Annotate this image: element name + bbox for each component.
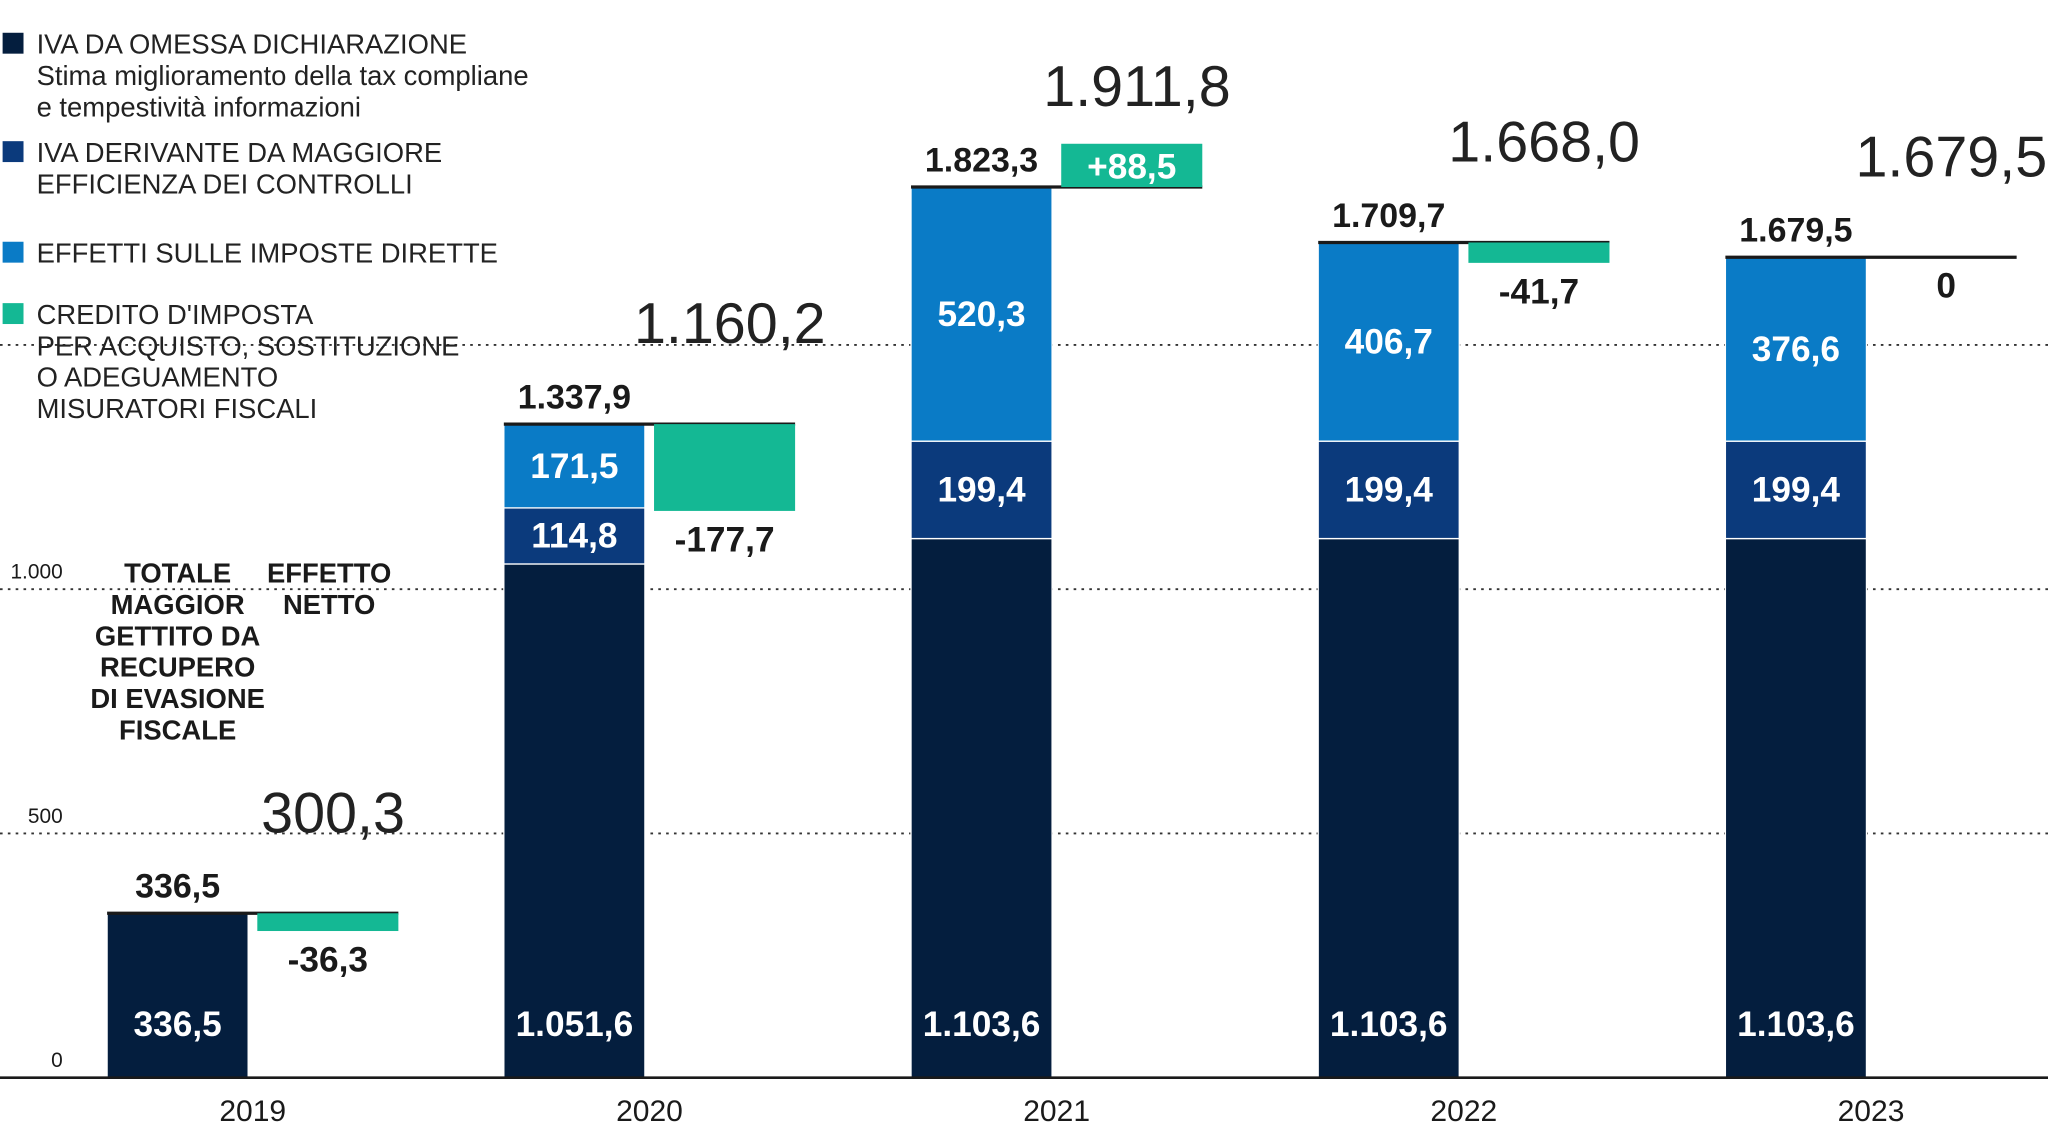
bar-segment	[503, 423, 646, 509]
total-label: 1.823,3	[925, 141, 1038, 179]
bar-segment	[910, 537, 1053, 1079]
total-label: 1.337,9	[518, 378, 631, 416]
value-label: 1.103,6	[923, 1005, 1041, 1044]
legend-label: EFFETTI SULLE IMPOSTE DIRETTE	[37, 238, 498, 269]
legend-swatch	[2, 303, 24, 325]
credit-bar	[1468, 242, 1610, 263]
legend-label: CREDITO D'IMPOSTA PER ACQUISTO, SOSTITUZI…	[37, 299, 460, 424]
net-label: 1.160,2	[634, 292, 826, 356]
value-label: 199,4	[1345, 471, 1434, 510]
x-tick-label: 2020	[616, 1095, 683, 1128]
x-tick-label: 2023	[1838, 1095, 1905, 1128]
value-label: 199,4	[1752, 471, 1841, 510]
value-label: 406,7	[1345, 323, 1433, 362]
value-label: 171,5	[530, 447, 618, 486]
bar-segment	[1724, 537, 1868, 1079]
credit-bar	[257, 913, 399, 932]
x-tick-label: 2021	[1023, 1095, 1090, 1128]
annotation: TOTALE MAGGIOR GETTITO DA RECUPERO DI EVASIO…	[90, 558, 265, 746]
x-tick-label: 2022	[1430, 1095, 1497, 1128]
value-label: 1.103,6	[1737, 1005, 1855, 1044]
bar-segment	[106, 912, 249, 1079]
net-label: 1.911,8	[1043, 55, 1230, 119]
value-label: 1.103,6	[1330, 1005, 1448, 1044]
net-label: 1.679,5	[1855, 125, 2047, 189]
bar-segment	[1317, 241, 1460, 442]
y-tick-label: 500	[28, 805, 63, 828]
credit-label: -36,3	[288, 941, 368, 980]
bar-segment	[910, 440, 1053, 540]
value-label: 520,3	[937, 295, 1025, 334]
total-label: 336,5	[135, 868, 220, 906]
value-label: 336,5	[134, 1005, 222, 1044]
legend-swatch	[2, 141, 24, 163]
credit-label: +88,5	[1087, 147, 1176, 186]
value-label: 114,8	[531, 517, 617, 556]
total-label: 1.679,5	[1739, 212, 1852, 250]
legend-label: IVA DERIVANTE DA MAGGIORE EFFICIENZA DEI …	[37, 137, 443, 199]
bar-segment	[503, 507, 646, 565]
credit-bar	[1061, 143, 1203, 187]
bar-segment	[1317, 440, 1460, 540]
annotation: EFFETTO NETTO	[267, 558, 391, 620]
credit-bar	[654, 424, 796, 511]
legend-note: Stima miglioramento della tax compliane e…	[37, 60, 529, 122]
y-tick-label: 1.000	[10, 561, 62, 584]
total-label: 1.709,7	[1332, 197, 1445, 235]
credit-label: 0	[1936, 267, 1956, 306]
value-label: 199,4	[937, 471, 1026, 510]
value-label: 376,6	[1752, 330, 1840, 369]
bar-segment	[1724, 256, 1868, 442]
bar-segment	[503, 563, 646, 1079]
net-label: 300,3	[261, 781, 405, 845]
legend-swatch	[2, 32, 24, 54]
credit-label: -41,7	[1499, 272, 1579, 311]
y-tick-label: 0	[51, 1049, 63, 1072]
value-label: 1.051,6	[516, 1005, 634, 1044]
bar-segment	[1317, 537, 1460, 1079]
credit-label: -177,7	[675, 520, 775, 559]
bar-segment	[910, 186, 1053, 442]
net-label: 1.668,0	[1448, 111, 1640, 175]
legend-swatch	[2, 241, 24, 263]
legend-label: IVA DA OMESSA DICHIARAZIONE	[37, 29, 467, 60]
x-tick-label: 2019	[219, 1095, 286, 1128]
bar-segment	[1724, 440, 1868, 540]
